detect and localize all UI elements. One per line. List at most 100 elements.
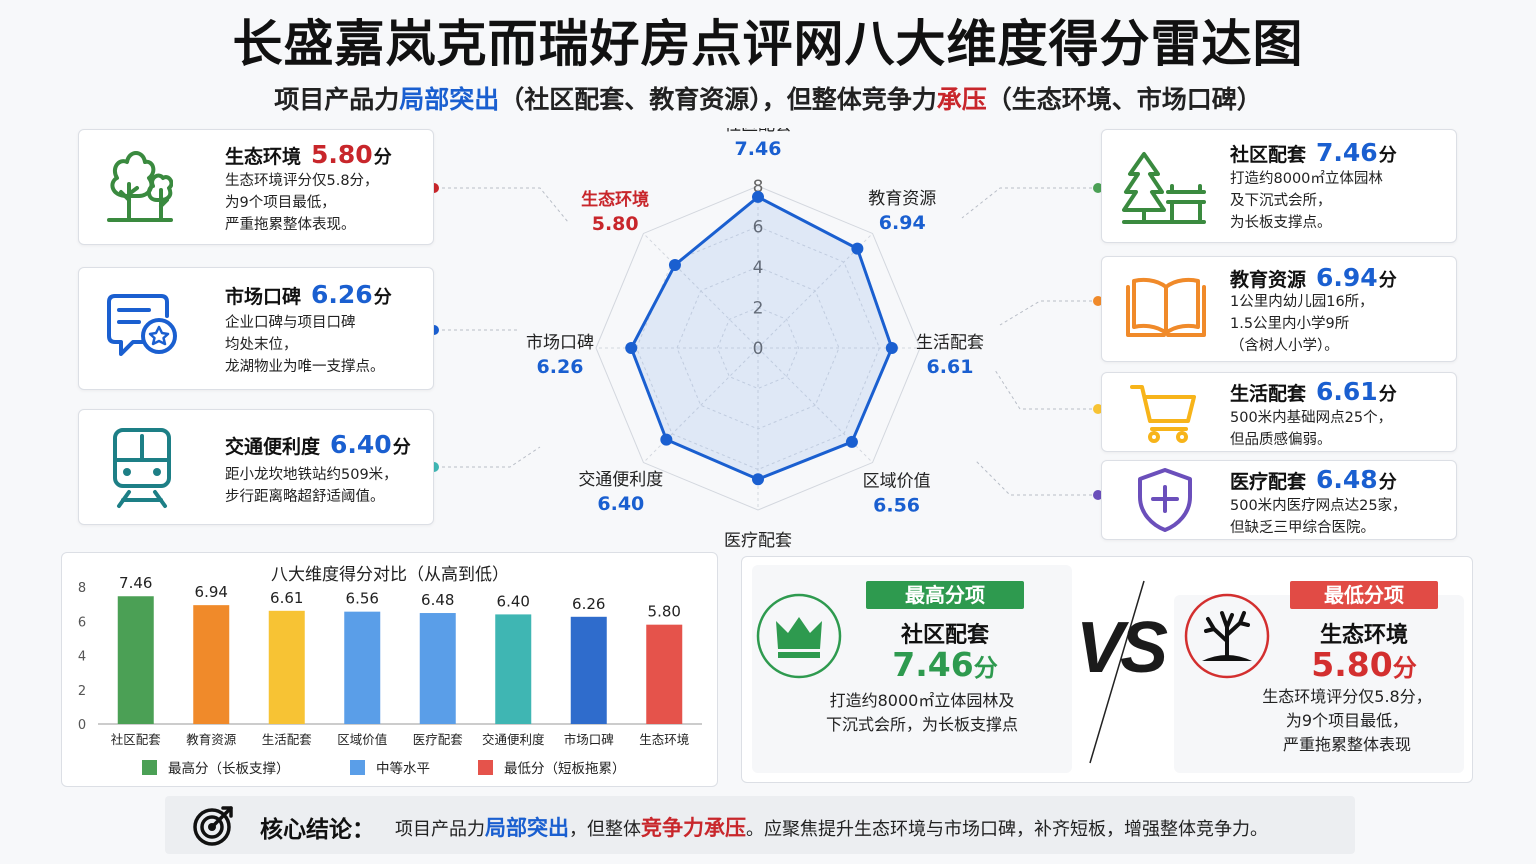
radar-value-label: 7.46 [735,138,782,160]
shield-cross-icon [1138,468,1192,532]
target-icon [193,806,233,846]
legend-swatch [478,760,493,775]
bar-category-label: 生态环境 [639,732,689,747]
card-eco-desc: 生态环境评分仅5.8分， 为9个项目最低， 严重拖累整体表现。 [225,173,379,233]
bar [117,596,154,724]
radar-axis [757,233,873,349]
bar-value-label: 6.40 [497,592,530,610]
page-title: 长盛嘉岚克而瑞好房点评网八大维度得分雷达图 [232,15,1304,73]
card-education-name: 教育资源 [1230,269,1307,291]
bar [495,614,532,724]
radar-point [885,342,898,354]
card-traffic-unit: 分 [392,437,411,458]
radar-chart: 0 2 4 6 8 社区配套 7.46 教育资源 6.94 生活配套 6.61 区域价值 6.56 医疗配… [526,128,984,548]
card-life-name: 生活配套 [1230,383,1307,405]
bar [268,610,305,724]
vs-high-score: 7.46 [892,645,974,684]
card-life-desc: 500米内基础网点25个， 但品质感偏弱。 [1230,410,1393,448]
crown-icon [756,593,842,679]
radar-grid-ring [716,306,800,390]
radar-category-label: 教育资源 [868,189,936,209]
radar-category-label: 生态环境 [581,189,649,210]
card-community-name: 社区配套 [1230,144,1307,166]
vs-low-tag: 最低分项 [1290,581,1438,609]
radar-point [845,435,858,448]
card-traffic: 交通便利度 6.40分 距小龙坎地铁站约509米， 步行距离略超舒适阈值。 [78,409,434,525]
radar-value-label: 5.80 [592,213,639,235]
bar-category-label: 交通便利度 [482,732,545,747]
bar [344,611,381,724]
conclusion-p2: ，但整体 [569,819,641,840]
conclusion-bar: 核心结论： 项目产品力局部突出，但整体竞争力承压。应聚焦提升生态环境与市场口碑，… [165,796,1355,854]
bar-y-tick-label: 0 [78,718,86,733]
bar-category-label: 医疗配套 [413,732,464,747]
bar-y-tick-label: 8 [78,581,86,596]
bar-category-label: 社区配套 [111,732,162,747]
cart-icon [1130,385,1196,443]
radar-tick-label: 4 [753,258,764,278]
card-market-head: 市场口碑 6.26分 [225,280,392,309]
card-market-name: 市场口碑 [225,286,302,308]
radar-category-label: 社区配套 [724,128,792,135]
radar-tick-label: 6 [753,218,764,238]
radar-tick-label: 0 [753,339,764,359]
card-market: 市场口碑 6.26分 企业口碑与项目口碑 均处末位， 龙湖物业为唯一支撑点。 [78,267,434,390]
card-community-unit: 分 [1378,145,1397,166]
bar-value-label: 6.94 [195,583,228,601]
radar-value-label: 6.56 [873,495,920,517]
radar-tick-label: 8 [753,177,764,197]
legend-label: 最高分（长板支撑） [168,760,290,777]
card-eco-head: 生态环境 5.80分 [225,140,392,169]
dead-tree-icon [1184,593,1270,679]
card-traffic-head: 交通便利度 6.40分 [225,430,411,459]
radar-category-label: 医疗配套 [724,531,792,548]
radar-point [752,473,764,486]
bar-y-tick-label: 2 [78,684,86,699]
vs-low-unit: 分 [1392,654,1417,682]
bar-y-tick-label: 4 [78,650,86,665]
card-medical-score: 6.48 [1316,465,1378,494]
park-bench-icon [1122,152,1206,224]
legend-label: 最低分（短板拖累） [504,761,626,777]
radar-value-label: 6.40 [597,493,644,515]
card-community-score: 7.46 [1316,138,1378,167]
vs-high-score-wrap: 7.46分 [866,645,1024,684]
bar-category-label: 教育资源 [186,732,237,747]
bar-category-label: 市场口碑 [564,732,614,747]
radar-category-label: 区域价值 [863,472,931,492]
radar-value-label: 6.26 [537,356,584,378]
bar-chart-title: 八大维度得分对比（从高到低） [271,565,509,585]
radar-value-label: 6.61 [927,356,974,378]
bar-value-label: 7.46 [119,574,152,592]
card-education-unit: 分 [1378,270,1397,291]
radar-axis [643,233,759,349]
conclusion-p3: 。应聚焦提升生态环境与市场口碑，补齐短板，增强整体竞争力。 [746,819,1268,840]
vs-high-name: 社区配套 [900,623,989,648]
vs-high-desc: 打造约8000㎡立体园林及 下沉式会所，为长板支撑点 [825,691,1018,734]
legend-swatch [350,760,365,775]
tree-icon [107,151,173,222]
card-education-head: 教育资源 6.94分 [1230,263,1397,292]
conclusion-text: 项目产品力局部突出，但整体竞争力承压。应聚焦提升生态环境与市场口碑，补齐短板，增… [395,812,1268,842]
bar-value-label: 6.56 [346,590,379,608]
book-icon [1126,277,1206,337]
conclusion-p1: 项目产品力 [395,819,485,840]
bar-chart: 八大维度得分对比（从高到低） 0 2 4 6 8 7.46 社区配套 6.94 教育资源 6.61 生… [78,565,702,777]
subtitle-part1: 项目产品力 [274,85,400,114]
card-life-score: 6.61 [1316,377,1378,406]
radar-point [851,242,864,255]
card-eco-score: 5.80 [311,140,373,169]
subtitle-part2: （社区配套、教育资源），但整体竞争力 [499,85,937,114]
card-life: 生活配套 6.61分 500米内基础网点25个， 但品质感偏弱。 [1101,372,1457,452]
card-education-score: 6.94 [1316,263,1378,292]
radar-point [668,258,681,271]
conclusion-h2: 竞争力承压 [641,816,746,840]
bar-chart-panel: 八大维度得分对比（从高到低） 0 2 4 6 8 7.46 社区配套 6.94 教育资源 6.61 生… [61,552,718,787]
bar [570,616,607,724]
legend-swatch [142,760,157,775]
subtitle-highlight-2: 承压 [936,85,987,114]
bar [419,613,456,724]
bar-category-label: 区域价值 [337,732,387,747]
vs-high-unit: 分 [973,654,998,682]
vs-low-score-wrap: 5.80分 [1290,645,1438,684]
